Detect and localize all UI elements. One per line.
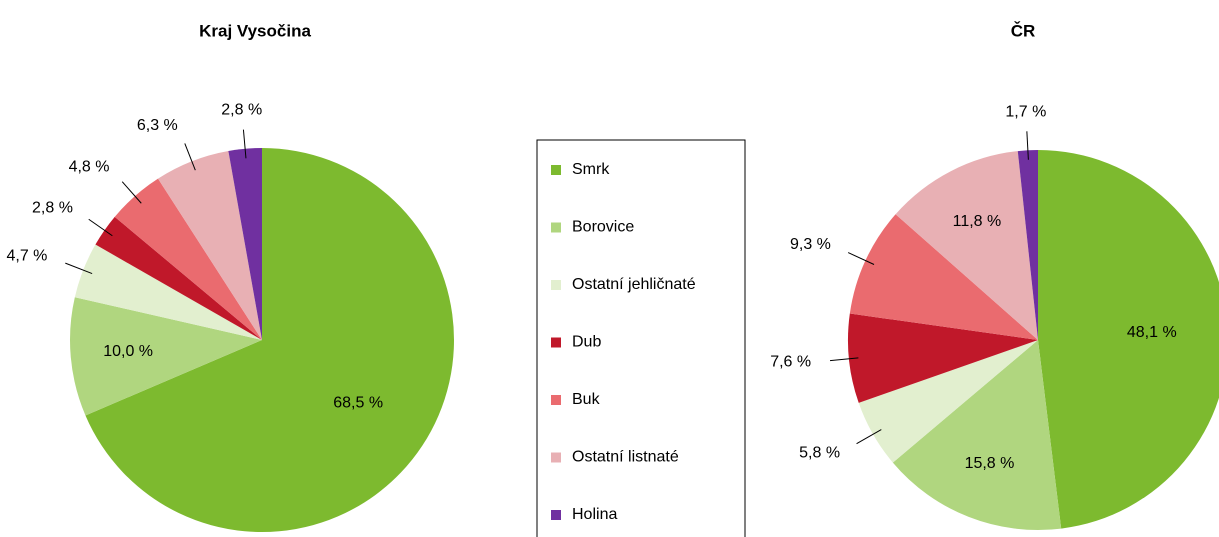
data-label: 2,8 % — [221, 102, 262, 119]
legend-swatch — [551, 452, 561, 463]
pie-slice — [895, 151, 1038, 340]
leader-line — [121, 181, 142, 204]
leader-line — [847, 252, 875, 265]
pie-slice — [1038, 150, 1219, 529]
leader-line — [65, 262, 93, 275]
legend-swatch — [551, 395, 561, 405]
data-label: 2,8 % — [32, 200, 73, 217]
pie-slice — [849, 214, 1038, 340]
leader-line — [184, 143, 196, 171]
leader-line — [856, 429, 882, 445]
data-label: 9,3 % — [790, 236, 831, 253]
legend-swatch — [551, 510, 561, 520]
legend-swatch — [551, 337, 561, 348]
data-label: 15,8 % — [965, 455, 1015, 472]
pie-slice — [114, 178, 263, 340]
pie-slice — [892, 340, 1062, 530]
chart-title: Kraj Vysočina — [199, 21, 311, 40]
leader-line — [829, 357, 859, 362]
data-label: 4,8 % — [69, 159, 110, 176]
legend-label: Holina — [572, 506, 617, 523]
data-label: 68,5 % — [333, 395, 383, 412]
data-label: 5,8 % — [799, 444, 840, 461]
pie-slice — [85, 148, 454, 532]
legend-swatch — [551, 280, 561, 290]
chart-title: ČR — [1011, 21, 1036, 40]
pie-slice — [228, 148, 262, 340]
legend-label: Ostatní listnaté — [572, 449, 679, 466]
leader-line — [88, 218, 113, 237]
data-label: 7,6 % — [770, 354, 811, 371]
data-label: 48,1 % — [1127, 324, 1177, 341]
legend-label: Buk — [572, 391, 601, 408]
pie-slice — [74, 244, 262, 340]
legend-label: Ostatní jehličnaté — [572, 276, 696, 293]
pie-slice — [70, 297, 263, 416]
data-label: 4,7 % — [6, 247, 47, 264]
data-label: 10,0 % — [103, 343, 153, 360]
pie-slice — [858, 340, 1038, 463]
leader-line — [1026, 131, 1029, 160]
data-label: 6,3 % — [137, 117, 178, 134]
data-label: 1,7 % — [1005, 104, 1046, 121]
legend-label: Smrk — [572, 161, 610, 178]
data-label: 11,8 % — [953, 213, 1002, 230]
legend-swatch — [551, 222, 561, 233]
pie-slice — [847, 313, 1038, 403]
pie-slice — [1017, 150, 1038, 340]
pie-slice — [95, 216, 262, 340]
pie-slice — [158, 150, 262, 340]
legend-label: Borovice — [572, 219, 634, 236]
leader-line — [242, 129, 247, 159]
legend-label: Dub — [572, 334, 601, 351]
legend-box — [536, 139, 746, 537]
legend-swatch — [551, 165, 561, 175]
